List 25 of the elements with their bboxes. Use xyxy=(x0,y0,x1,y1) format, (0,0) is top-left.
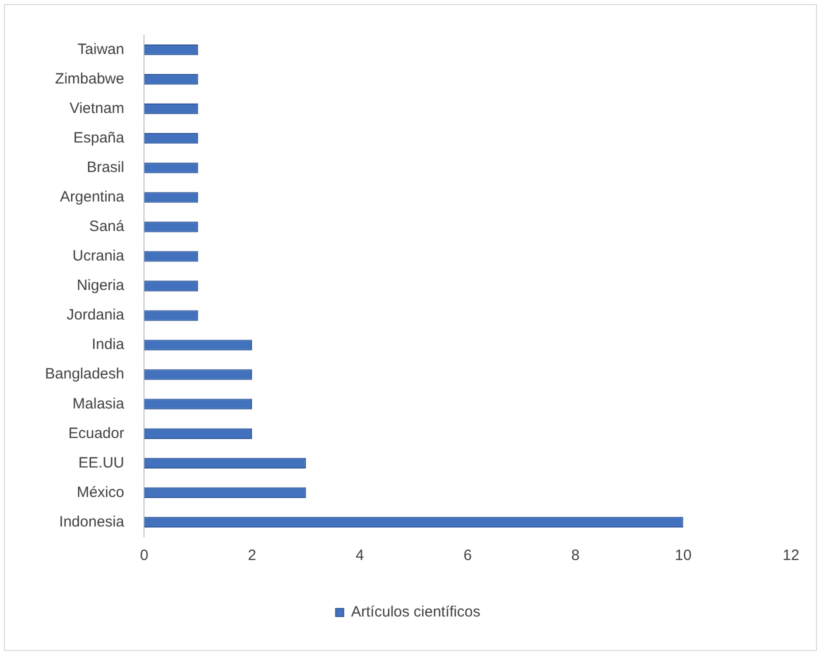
y-tick-label: Jordania xyxy=(66,306,125,324)
x-tick-label: 2 xyxy=(248,547,256,564)
x-tick-label: 6 xyxy=(463,547,472,564)
y-tick-label: Zimbabwe xyxy=(55,70,124,88)
y-tick-label: Brasil xyxy=(86,159,124,176)
y-tick-label: Argentina xyxy=(60,188,125,206)
y-tick-label: Ecuador xyxy=(68,424,124,442)
y-tick-label: Bangladesh xyxy=(45,366,124,383)
x-tick-label: 0 xyxy=(140,547,148,564)
x-tick-label: 8 xyxy=(571,547,580,564)
y-tick-label: India xyxy=(92,336,125,354)
y-tick-label: Saná xyxy=(89,218,125,236)
y-tick-label: Ucrania xyxy=(72,248,125,265)
y-tick-label: EE.UU xyxy=(78,454,124,472)
legend-label: Artículos científicos xyxy=(351,604,480,621)
y-tick-label: Taiwan xyxy=(78,40,124,58)
y-tick-label: Nigeria xyxy=(76,277,125,294)
y-tick-label: Indonesia xyxy=(59,513,125,530)
x-tick-label: 4 xyxy=(356,547,364,564)
y-tick-label: Vietnam xyxy=(69,100,124,117)
y-tick-label: España xyxy=(73,129,125,146)
y-tick-label: Malasia xyxy=(72,395,125,412)
x-tick-label: 10 xyxy=(674,547,692,564)
y-tick-label: México xyxy=(76,484,124,501)
x-tick-label: 12 xyxy=(782,547,800,564)
